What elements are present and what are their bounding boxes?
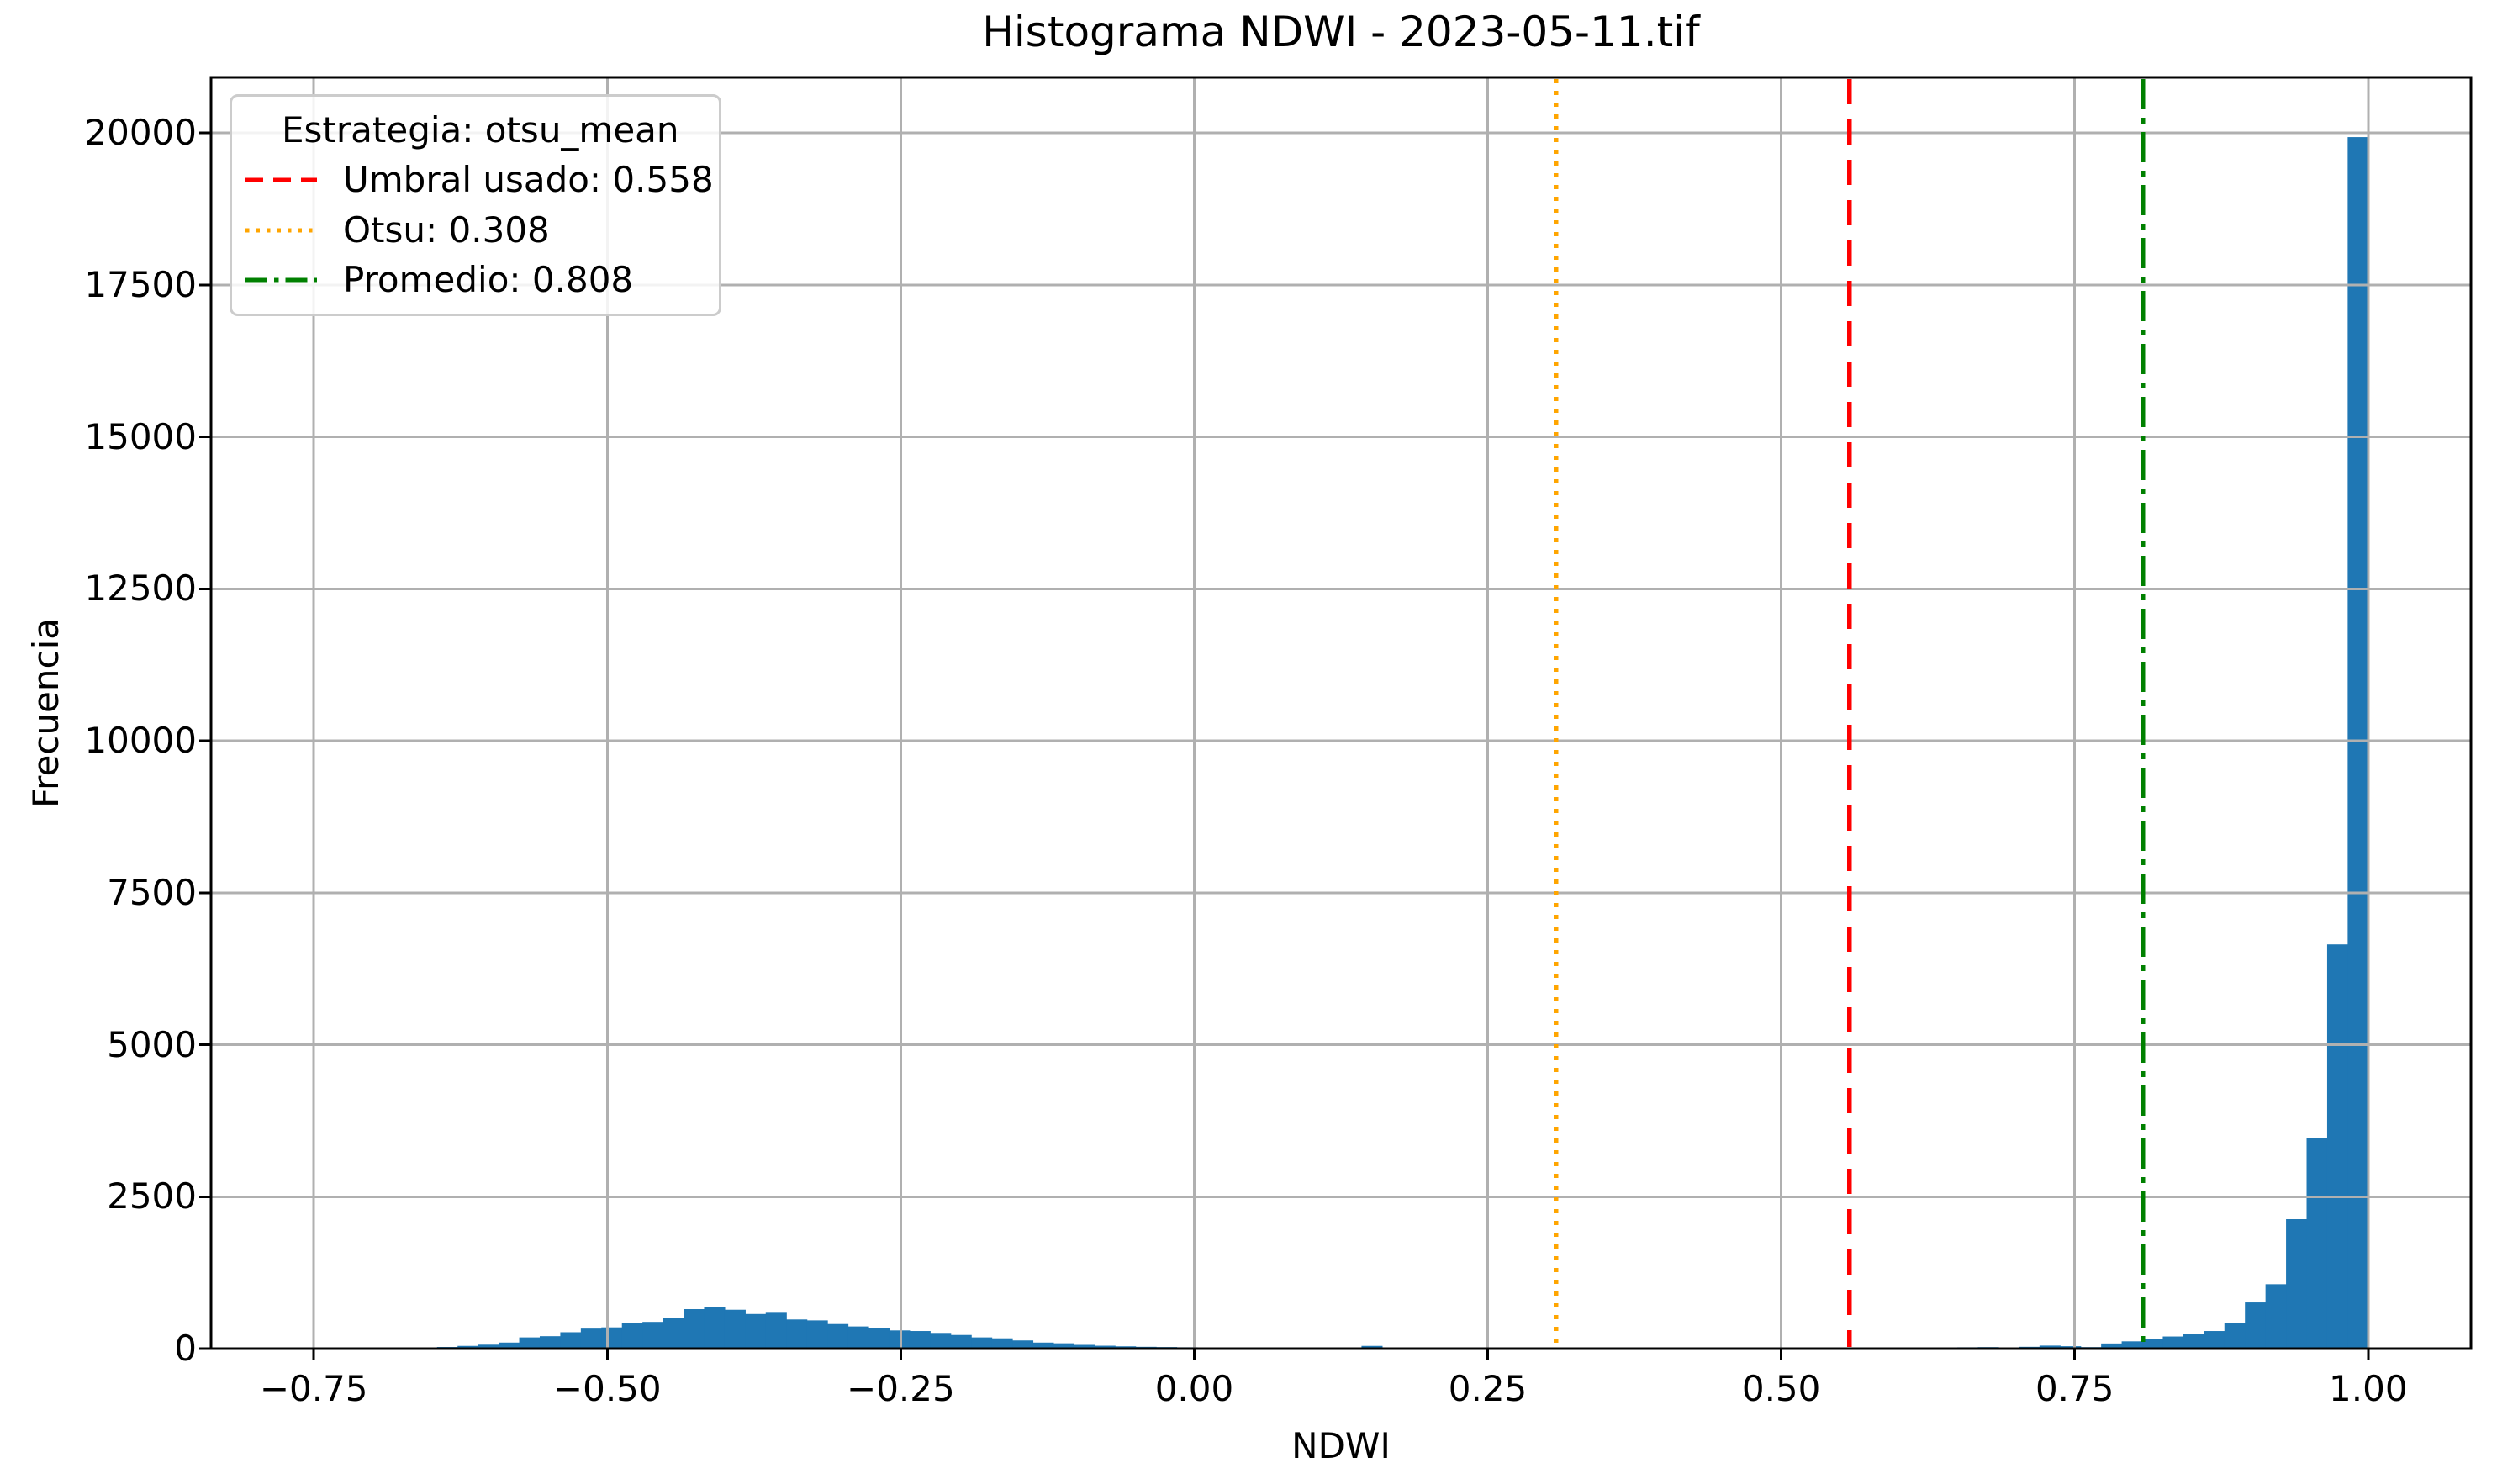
y-tick-label: 2500: [107, 1175, 197, 1217]
histogram-bar: [1074, 1344, 1095, 1349]
legend-item-label: Promedio: 0.808: [343, 259, 634, 301]
histogram-bar: [704, 1307, 726, 1349]
histogram-bar: [765, 1312, 787, 1349]
histogram-bar: [827, 1323, 849, 1349]
histogram-bar: [1032, 1342, 1054, 1349]
bars-group: [355, 137, 2369, 1349]
plot-border: [209, 76, 2473, 1350]
histogram-bar: [457, 1345, 479, 1349]
legend-item-promedio: Promedio: 0.808: [232, 256, 719, 306]
x-tick-label: 0.75: [2035, 1368, 2114, 1409]
y-tick-label: 20000: [84, 112, 197, 153]
histogram-bar: [2326, 944, 2348, 1349]
histogram-bar: [642, 1322, 664, 1349]
histogram-bar: [950, 1334, 972, 1349]
histogram-bar: [499, 1342, 520, 1349]
legend-item-label: Umbral usado: 0.558: [343, 159, 714, 201]
legend-item-label: Otsu: 0.308: [343, 209, 550, 251]
green-dashdot-line-icon: [245, 277, 317, 283]
x-tick-label: −0.75: [259, 1368, 368, 1409]
histogram-bar: [1053, 1343, 1074, 1349]
histogram-bar: [847, 1326, 869, 1349]
x-tick-label: −0.50: [552, 1368, 662, 1409]
y-tick-label: 10000: [84, 720, 197, 761]
histogram-bar: [478, 1344, 499, 1349]
legend-item-umbral: Umbral usado: 0.558: [232, 156, 719, 206]
histogram-bar: [621, 1323, 643, 1349]
histogram-bar: [991, 1338, 1013, 1349]
histogram-bar: [2245, 1302, 2267, 1349]
y-tick-label: 5000: [107, 1023, 197, 1065]
histogram-bar: [601, 1327, 623, 1349]
spines-group: [199, 76, 2473, 1360]
x-tick-label: 1.00: [2329, 1368, 2408, 1409]
chart-title: Histograma NDWI - 2023-05-11.tif: [982, 8, 1700, 56]
legend-item-otsu: Otsu: 0.308: [232, 205, 719, 256]
legend-header-row: Estrategia: otsu_mean: [232, 105, 719, 156]
x-tick-label: 0.50: [1741, 1368, 1821, 1409]
orange-dotted-line-icon: [245, 228, 317, 233]
legend: Estrategia: otsu_mean Umbral usado: 0.55…: [230, 94, 721, 316]
x-axis-label: NDWI: [1291, 1425, 1391, 1466]
legend-title: Estrategia: otsu_mean: [282, 108, 679, 151]
y-tick-label: 17500: [84, 263, 197, 305]
histogram-bar: [2306, 1138, 2328, 1349]
histogram-bar: [1361, 1345, 1383, 1349]
histogram-bar: [1012, 1340, 1034, 1349]
histogram-bar: [724, 1309, 746, 1349]
x-tick-label: 0.25: [1448, 1368, 1528, 1409]
histogram-bar: [539, 1336, 562, 1349]
histogram-bar: [806, 1320, 828, 1349]
histogram-bar: [2224, 1323, 2246, 1349]
histogram-bar: [2204, 1331, 2225, 1349]
histogram-bar: [560, 1332, 582, 1349]
histogram-bar: [1094, 1345, 1116, 1349]
histogram-bar: [2162, 1336, 2184, 1349]
histogram-bar: [930, 1333, 952, 1349]
histogram-bar: [909, 1331, 931, 1349]
histogram-bar: [971, 1337, 993, 1349]
histogram-bar: [2039, 1345, 2061, 1349]
y-tick-label: 12500: [84, 568, 197, 610]
histogram-bar: [519, 1337, 541, 1349]
y-axis-label: Frecuencia: [25, 618, 66, 808]
histogram-bar: [2286, 1219, 2308, 1349]
red-dashed-line-icon: [245, 177, 317, 182]
histogram-bar: [868, 1328, 890, 1349]
histogram-bar: [2265, 1284, 2287, 1349]
histogram-bar: [2101, 1343, 2123, 1349]
histogram-bar: [684, 1309, 705, 1349]
histogram-bar: [786, 1319, 808, 1349]
y-tick-label: 0: [174, 1328, 197, 1369]
y-tick-label: 15000: [84, 415, 197, 457]
histogram-bar: [2347, 137, 2369, 1349]
y-tick-label: 7500: [107, 871, 197, 913]
histogram-bar: [2142, 1339, 2164, 1349]
threshold-lines-group: [1553, 79, 2146, 1347]
x-tick-label: 0.00: [1154, 1368, 1234, 1409]
histogram-bar: [2183, 1334, 2204, 1349]
histogram-bar: [580, 1328, 602, 1349]
x-tick-label: −0.25: [847, 1368, 955, 1409]
histogram-bar: [745, 1313, 767, 1349]
histogram-bar: [2121, 1341, 2143, 1349]
histogram-bar: [663, 1318, 684, 1349]
